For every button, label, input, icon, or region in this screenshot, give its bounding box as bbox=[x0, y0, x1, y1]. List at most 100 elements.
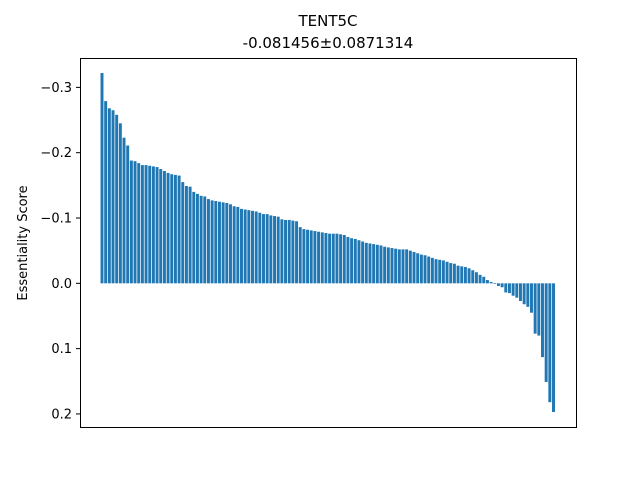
bar bbox=[449, 263, 453, 284]
bar bbox=[478, 274, 482, 284]
bar bbox=[104, 101, 108, 284]
bar bbox=[489, 282, 493, 284]
bar bbox=[258, 212, 262, 284]
bar bbox=[107, 108, 111, 284]
bar bbox=[155, 167, 159, 284]
bar bbox=[423, 255, 427, 284]
bar bbox=[530, 283, 533, 313]
bar bbox=[493, 283, 497, 284]
bar bbox=[140, 165, 144, 284]
bar bbox=[372, 244, 376, 284]
bar bbox=[151, 166, 155, 284]
bar bbox=[229, 204, 232, 284]
bar bbox=[287, 219, 291, 284]
bar bbox=[298, 227, 302, 284]
bar bbox=[148, 165, 152, 284]
bar bbox=[383, 246, 387, 284]
bar bbox=[221, 202, 225, 284]
bar bbox=[537, 283, 541, 336]
bar bbox=[544, 283, 548, 382]
bar bbox=[434, 259, 438, 284]
bar bbox=[394, 248, 398, 284]
bar bbox=[181, 182, 185, 284]
bar bbox=[346, 236, 350, 284]
bar bbox=[405, 249, 409, 284]
bar bbox=[456, 265, 460, 284]
bar bbox=[265, 214, 269, 284]
bar bbox=[126, 145, 130, 284]
bar bbox=[192, 191, 196, 284]
bar bbox=[232, 206, 236, 284]
bar bbox=[335, 233, 339, 284]
bar bbox=[482, 276, 486, 284]
bar bbox=[339, 234, 343, 284]
bar bbox=[386, 247, 390, 284]
bar bbox=[427, 256, 431, 284]
bar bbox=[353, 238, 357, 284]
bar bbox=[218, 201, 221, 284]
y-tick-label: −0.3 bbox=[40, 81, 72, 96]
bar-series bbox=[100, 73, 555, 412]
bar bbox=[552, 283, 555, 412]
bar bbox=[302, 229, 306, 284]
bar bbox=[463, 266, 467, 284]
bar bbox=[379, 245, 383, 284]
bar bbox=[471, 270, 475, 284]
bar bbox=[295, 221, 299, 284]
y-tick-label: 0.1 bbox=[51, 342, 72, 357]
bar bbox=[313, 231, 317, 284]
bar bbox=[166, 172, 170, 284]
bar bbox=[408, 250, 412, 284]
bar bbox=[206, 199, 210, 284]
chart-subtitle: -0.081456±0.0871314 bbox=[243, 34, 414, 52]
bar bbox=[111, 110, 115, 284]
bar bbox=[144, 165, 148, 284]
bar bbox=[309, 230, 313, 284]
bar bbox=[317, 231, 321, 284]
bar bbox=[170, 174, 174, 284]
bar bbox=[251, 210, 254, 284]
bar bbox=[342, 234, 346, 284]
bar bbox=[445, 261, 449, 284]
bar bbox=[541, 283, 544, 358]
bar bbox=[184, 186, 188, 284]
bar bbox=[412, 251, 416, 284]
chart-title: TENT5C bbox=[297, 12, 357, 30]
y-tick-label: 0.2 bbox=[51, 407, 72, 422]
y-tick-label: 0.0 bbox=[51, 277, 72, 292]
bar bbox=[397, 249, 401, 284]
bar bbox=[515, 283, 519, 298]
bar bbox=[118, 123, 122, 284]
bar bbox=[401, 249, 405, 284]
bar bbox=[254, 211, 258, 284]
bar bbox=[507, 283, 511, 294]
bar bbox=[276, 216, 280, 284]
bar bbox=[159, 169, 163, 284]
bar bbox=[474, 272, 478, 284]
bar bbox=[162, 170, 166, 284]
bar bbox=[210, 200, 214, 284]
bar bbox=[452, 263, 456, 284]
bar bbox=[284, 219, 288, 284]
bar bbox=[225, 202, 229, 284]
y-axis: −0.3 −0.2 −0.1 0.0 0.1 0.2 bbox=[40, 81, 80, 422]
bar bbox=[236, 206, 240, 284]
bar bbox=[214, 201, 218, 284]
bar bbox=[430, 257, 434, 284]
bar bbox=[273, 216, 276, 284]
bar bbox=[511, 283, 515, 296]
y-tick-label: −0.1 bbox=[40, 212, 72, 227]
bar bbox=[416, 253, 420, 284]
bar bbox=[320, 232, 324, 284]
bar bbox=[324, 233, 328, 284]
y-tick-label: −0.2 bbox=[40, 146, 72, 161]
bar bbox=[500, 283, 504, 288]
bar bbox=[357, 240, 361, 284]
bar bbox=[291, 220, 295, 284]
bar bbox=[467, 268, 471, 284]
bar bbox=[195, 193, 199, 284]
bar bbox=[188, 186, 192, 284]
plot-frame bbox=[80, 58, 577, 428]
bar bbox=[177, 175, 181, 284]
